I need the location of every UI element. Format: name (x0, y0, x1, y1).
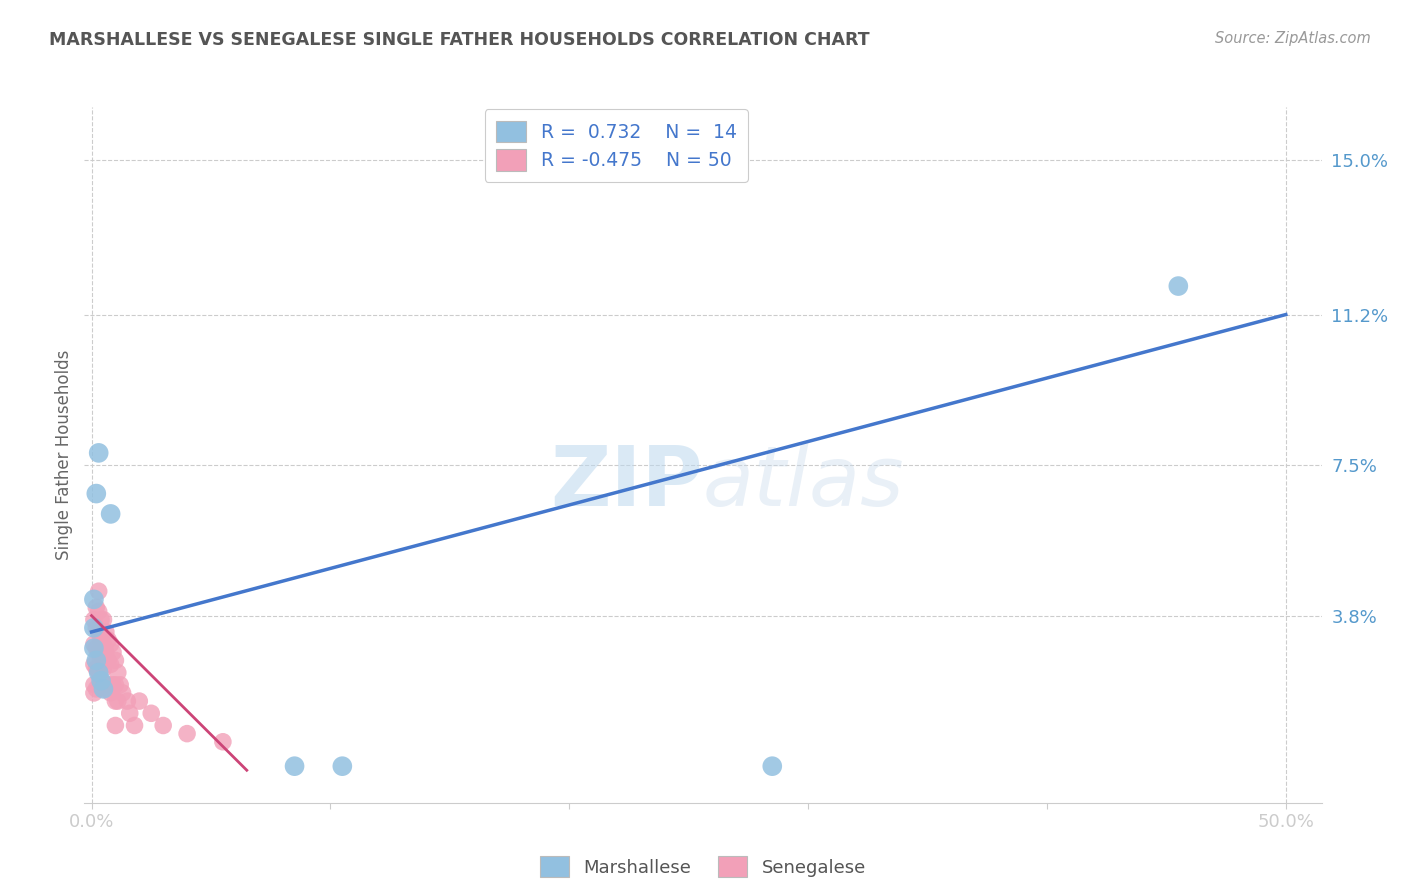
Point (83, 678, 105, 692)
Point (111, 686, 134, 700)
Y-axis label: Single Father Households: Single Father Households (55, 350, 73, 560)
Point (93, 681, 115, 696)
Point (90, 633, 112, 648)
Point (84, 486, 107, 500)
Text: atlas: atlas (703, 442, 904, 524)
Point (90, 673, 112, 688)
Point (100, 686, 122, 700)
Point (104, 694, 127, 708)
Point (83, 613, 105, 627)
Point (1167, 279, 1189, 293)
Point (83, 686, 105, 700)
Point (87, 605, 110, 619)
Text: Source: ZipAtlas.com: Source: ZipAtlas.com (1215, 31, 1371, 46)
Point (283, 759, 305, 773)
Point (128, 694, 150, 708)
Point (90, 649, 112, 664)
Point (152, 718, 174, 732)
Point (87, 584, 110, 599)
Point (84, 641, 107, 656)
Point (176, 726, 198, 740)
Text: ZIP: ZIP (551, 442, 703, 524)
Text: MARSHALLESE VS SENEGALESE SINGLE FATHER HOUSEHOLDS CORRELATION CHART: MARSHALLESE VS SENEGALESE SINGLE FATHER … (49, 31, 870, 49)
Point (124, 718, 146, 732)
Point (104, 678, 127, 692)
Point (93, 681, 115, 696)
Point (90, 673, 112, 688)
Point (330, 759, 353, 773)
Point (87, 665, 110, 680)
Point (94, 678, 117, 692)
Point (104, 653, 127, 667)
Point (100, 507, 122, 521)
Point (141, 706, 163, 721)
Point (84, 661, 107, 675)
Point (94, 624, 117, 639)
Point (87, 624, 110, 639)
Point (97, 633, 120, 648)
Point (104, 718, 127, 732)
Point (83, 637, 105, 651)
Point (100, 657, 122, 672)
Point (761, 759, 783, 773)
Point (83, 592, 105, 607)
Point (212, 735, 235, 749)
Point (93, 613, 115, 627)
Point (97, 653, 120, 667)
Point (87, 645, 110, 659)
Point (84, 653, 107, 667)
Point (94, 645, 117, 659)
Point (100, 637, 122, 651)
Point (84, 681, 107, 696)
Point (90, 613, 112, 627)
Point (83, 621, 105, 635)
Point (97, 678, 120, 692)
Point (101, 678, 124, 692)
Point (93, 661, 115, 675)
Point (118, 706, 141, 721)
Point (83, 657, 105, 672)
Point (84, 621, 107, 635)
Point (117, 694, 139, 708)
Point (108, 678, 131, 692)
Point (107, 694, 129, 708)
Point (101, 645, 124, 659)
Point (87, 446, 110, 460)
Point (107, 665, 129, 680)
Legend: Marshallese, Senegalese: Marshallese, Senegalese (533, 849, 873, 884)
Point (84, 600, 107, 615)
Point (87, 665, 110, 680)
Point (83, 641, 105, 656)
Point (93, 637, 115, 651)
